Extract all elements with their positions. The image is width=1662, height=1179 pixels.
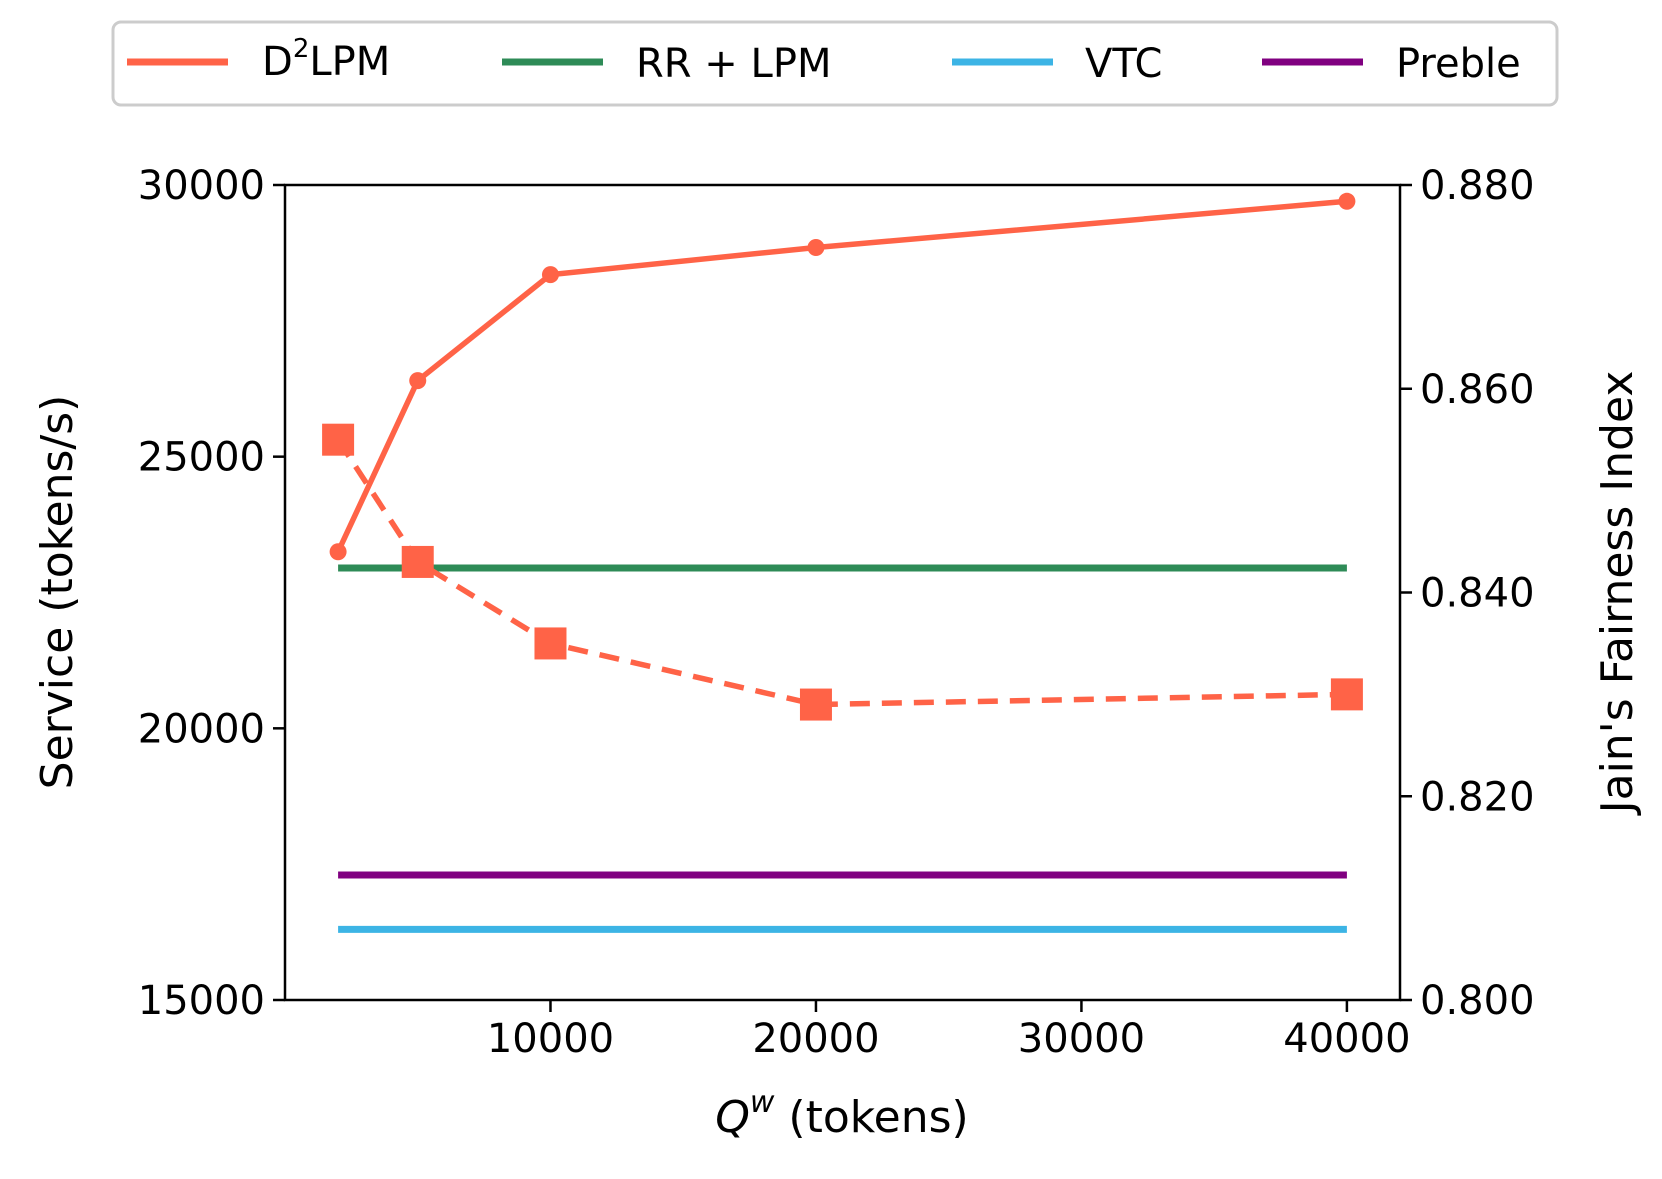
y-left-tick-label: 20000 <box>138 706 265 752</box>
legend-label-rr-lpm: RR + LPM <box>636 41 831 87</box>
marker-d2lpm-service <box>541 266 559 284</box>
line-d2lpm-fairness <box>335 438 1347 708</box>
marker-d2lpm-fairness <box>1330 678 1363 711</box>
y-right-tick-label: 0.880 <box>1420 163 1535 209</box>
x-tick-label: 40000 <box>1283 1016 1410 1062</box>
y-left-tick-label: 30000 <box>138 163 265 209</box>
tick-group: 15000 20000 25000 30000 0.800 0.820 0.840 0.860… <box>138 163 1535 1062</box>
marker-d2lpm-fairness <box>401 545 434 578</box>
legend-label-vtc: VTC <box>1085 41 1162 87</box>
legend: D2LPM RR + LPM VTC Preble <box>111 20 1559 107</box>
marker-d2lpm-service <box>329 543 347 561</box>
y-right-tick-label: 0.800 <box>1420 978 1535 1024</box>
marker-d2lpm-service <box>409 372 427 390</box>
line-d2lpm-service <box>335 198 1348 553</box>
x-tick-label: 20000 <box>752 1016 879 1062</box>
marker-d2lpm-service <box>807 238 825 256</box>
marker-d2lpm-fairness <box>322 423 355 456</box>
y-right-tick-label: 0.820 <box>1420 774 1535 820</box>
marker-d2lpm-fairness <box>534 627 567 660</box>
y-left-axis-label: Service (tokens/s) <box>32 395 83 790</box>
y-left-tick-label: 25000 <box>138 435 265 481</box>
y-left-tick-label: 15000 <box>138 978 265 1024</box>
y-right-tick-label: 0.860 <box>1420 367 1535 413</box>
plot-area <box>322 192 1363 933</box>
legend-label-d2lpm: D2LPM <box>262 34 390 85</box>
marker-d2lpm-fairness <box>799 688 832 721</box>
x-tick-label: 30000 <box>1018 1016 1145 1062</box>
legend-label-preble: Preble <box>1396 41 1521 87</box>
y-right-axis-label: Jain's Fairness Index <box>1592 371 1643 817</box>
x-tick-label: 10000 <box>487 1016 614 1062</box>
legend-frame <box>111 20 1559 107</box>
x-axis-label: Qw (tokens) <box>715 1085 968 1143</box>
marker-d2lpm-service <box>1338 192 1356 210</box>
y-right-tick-label: 0.840 <box>1420 571 1535 617</box>
